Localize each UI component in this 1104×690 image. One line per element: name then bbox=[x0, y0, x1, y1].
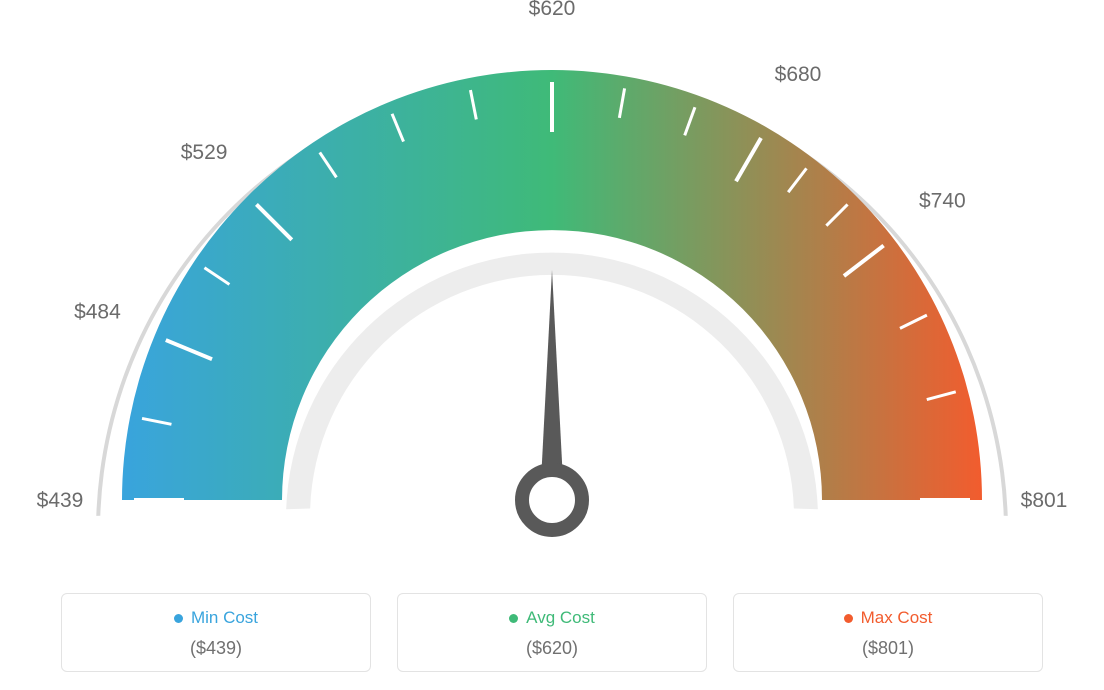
legend-avg-card: Avg Cost ($620) bbox=[397, 593, 707, 672]
gauge-scale-label: $529 bbox=[181, 141, 228, 164]
gauge-scale-label: $620 bbox=[529, 0, 576, 20]
legend-max-dot bbox=[844, 614, 853, 623]
legend-row: Min Cost ($439) Avg Cost ($620) Max Cost… bbox=[0, 593, 1104, 672]
gauge-needle-hub bbox=[522, 470, 582, 530]
gauge-svg: $439 $484 $529 $620 $680 $740 $801 bbox=[0, 0, 1104, 560]
legend-max-label: Max Cost bbox=[861, 608, 933, 628]
gauge-scale-label: $801 bbox=[1021, 489, 1068, 512]
legend-max-card: Max Cost ($801) bbox=[733, 593, 1043, 672]
legend-avg-dot bbox=[509, 614, 518, 623]
legend-min-label: Min Cost bbox=[191, 608, 258, 628]
gauge-scale-label: $740 bbox=[919, 189, 966, 212]
legend-max-value: ($801) bbox=[734, 638, 1042, 659]
gauge-scale-label: $484 bbox=[74, 301, 121, 324]
gauge-scale-label: $680 bbox=[775, 63, 822, 86]
legend-min-value: ($439) bbox=[62, 638, 370, 659]
legend-avg-label: Avg Cost bbox=[526, 608, 595, 628]
legend-avg-value: ($620) bbox=[398, 638, 706, 659]
gauge-scale-label: $439 bbox=[37, 489, 84, 512]
cost-gauge: $439 $484 $529 $620 $680 $740 $801 bbox=[0, 0, 1104, 560]
legend-min-card: Min Cost ($439) bbox=[61, 593, 371, 672]
legend-min-dot bbox=[174, 614, 183, 623]
